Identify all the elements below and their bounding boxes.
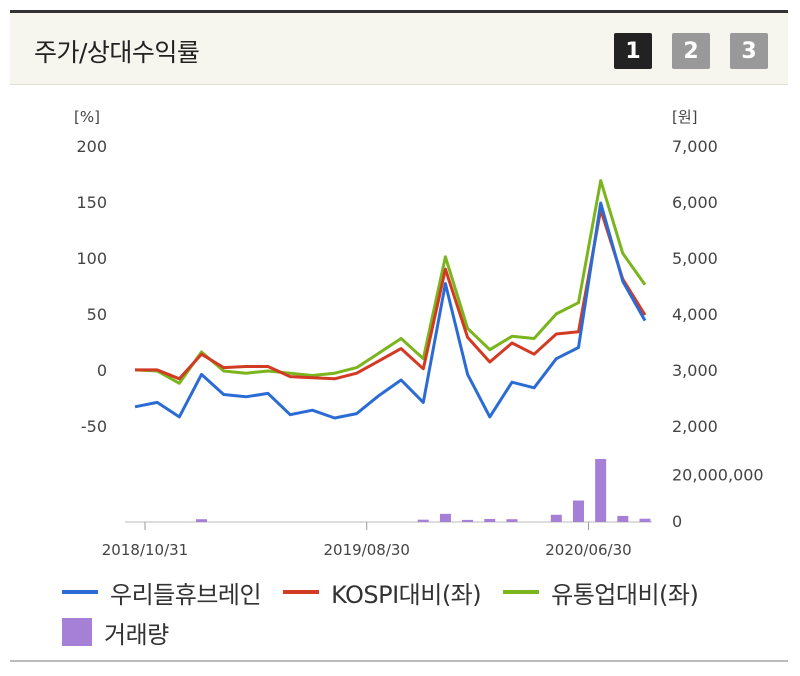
volume-bar [617,515,629,522]
legend-swatch-kospi [283,590,320,594]
right-tick-label: 6,000 [672,193,718,212]
legend-label-volume: 거래량 [104,620,169,649]
right-tick-label: 7,000 [672,137,718,156]
left-tick-label: 150 [76,193,107,212]
left-tick-label: 50 [87,305,107,324]
legend-swatch-volume [62,618,92,646]
volume-bar [196,519,208,522]
page-button-3[interactable]: 3 [730,33,768,69]
legend-row-1: 우리들휴브레인 KOSPI대비(좌) 유통업대비(좌) [62,572,782,612]
x-tick-label: 2019/08/30 [324,541,410,559]
legend-swatch-stock [62,590,98,594]
legend-item-stock[interactable]: 우리들휴브레인 [62,575,262,610]
x-tick-label: 2020/06/30 [545,541,631,559]
x-tick-label: 2018/10/31 [102,541,188,559]
volume-bar [439,513,451,522]
volume-bar [572,500,584,522]
volume-bar [639,518,651,522]
left-tick-label: 200 [76,137,107,156]
legend-item-retail[interactable]: 유통업대비(좌) [503,575,699,610]
right-tick-label: 2,000 [672,417,718,436]
legend-label-retail: 유통업대비(좌) [551,580,699,609]
page-button-1[interactable]: 1 [614,33,652,69]
chart-header: 주가/상대수익률 1 2 3 [10,13,788,85]
left-tick-label: -50 [81,417,107,436]
volume-tick-label: 0 [672,512,682,531]
volume-bar [550,514,562,522]
series-line-2 [134,179,647,385]
volume-tick-label: 20,000,000 [672,465,764,484]
volume-bar [417,519,429,522]
right-axis-label: [원] [672,108,698,126]
legend-label-stock: 우리들휴브레인 [110,580,262,609]
legend-item-volume[interactable]: 거래량 [62,615,169,650]
legend-swatch-retail [503,590,540,594]
left-tick-label: 100 [76,249,107,268]
chart-legend: 우리들휴브레인 KOSPI대비(좌) 유통업대비(좌) 거래량 [62,572,782,652]
legend-row-2: 거래량 [62,612,782,652]
series-line-1 [135,208,647,381]
series-line-0 [134,201,647,420]
volume-bar [462,519,474,522]
page-selector: 1 2 3 [614,33,768,69]
volume-bar [506,519,518,522]
bottom-rule [10,660,788,662]
right-tick-label: 3,000 [672,361,718,380]
left-axis-label: [%] [74,108,100,126]
legend-label-kospi: KOSPI대비(좌) [331,580,482,609]
right-tick-label: 5,000 [672,249,718,268]
top-rule [10,10,788,13]
right-tick-label: 4,000 [672,305,718,324]
volume-bar [595,459,607,522]
legend-item-kospi[interactable]: KOSPI대비(좌) [283,575,482,610]
volume-bar [484,518,496,522]
left-tick-label: 0 [97,361,107,380]
page-button-2[interactable]: 2 [672,33,710,69]
chart-title: 주가/상대수익률 [34,38,200,67]
